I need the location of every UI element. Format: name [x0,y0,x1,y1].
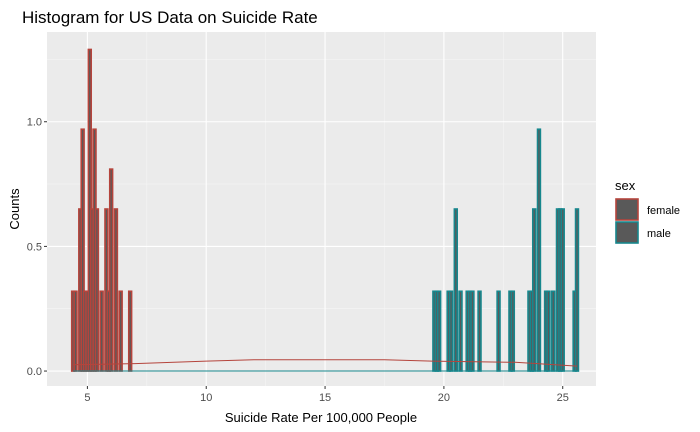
histogram-bar-male [510,290,516,372]
y-axis-title: Counts [7,188,22,230]
legend-key-male [615,221,639,244]
histogram-bar-female [108,168,114,372]
x-axis: 5 10 15 20 25 [84,386,569,404]
y-axis: 0.0 0.5 1.0 [27,117,47,378]
x-tick-label: 5 [84,392,90,404]
x-tick-label: 10 [200,392,212,404]
density-line-female [73,359,578,367]
histogram-bar-male [536,128,542,372]
legend-label-female: female [647,205,680,217]
histogram-bar-male [550,290,556,372]
histogram-bar-female [99,290,104,372]
histogram-bar-male [496,290,501,372]
legend-label-male: male [647,228,671,240]
histogram-bar-male [546,290,551,372]
x-tick-label: 25 [557,392,569,404]
x-tick-label: 20 [438,392,450,404]
y-tick-label: 1.0 [27,117,42,129]
bars-layer [70,48,580,372]
histogram-bar-male [458,290,463,372]
histogram-bar-male [574,208,580,372]
legend-key-female [615,198,639,221]
histogram-bar-male [470,290,475,372]
plot-panel [47,32,596,386]
histogram-bar-male [448,290,454,372]
histogram-bar-male [436,290,442,372]
density-lines [73,359,578,372]
histogram-bar-male [453,208,459,372]
x-tick-label: 15 [319,392,331,404]
y-tick-label: 0.0 [27,366,42,378]
y-tick-label: 0.5 [27,241,42,253]
x-axis-title: Suicide Rate Per 100,000 People [225,410,417,425]
histogram-bar-male [477,290,482,372]
histogram-bar-male [531,208,537,372]
histogram-bar-female [73,290,78,372]
histogram-bar-female [94,208,100,372]
legend-title: sex [615,178,636,193]
legend: sex female male [615,178,680,244]
histogram-bar-female [113,208,119,372]
histogram-bar-female [127,290,133,372]
histogram-bar-male [560,208,565,372]
chart-title: Histogram for US Data on Suicide Rate [22,8,318,27]
histogram-bar-female [118,290,123,372]
